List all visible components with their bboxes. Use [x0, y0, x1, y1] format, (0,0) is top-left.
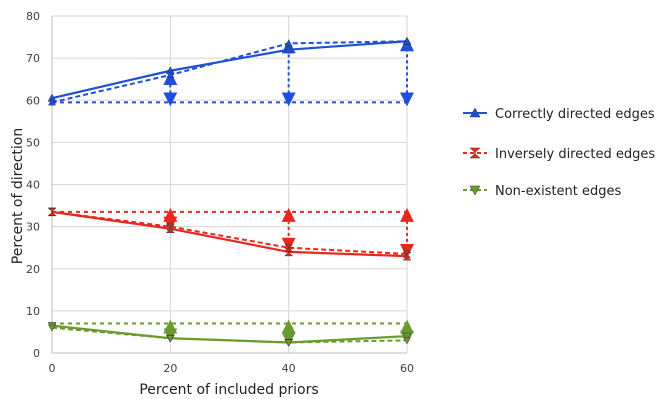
y-tick-labels: 0 10 20 30 40 50 60 70 80 — [26, 10, 40, 360]
y-tick-label: 20 — [26, 263, 40, 276]
y-tick-label: 40 — [26, 179, 40, 192]
legend-label: Non-existent edges — [495, 184, 622, 199]
legend-item: Inversely directed edges — [463, 147, 655, 162]
data-point — [469, 147, 481, 159]
data-point — [48, 324, 56, 332]
y-tick-label: 30 — [26, 221, 40, 234]
grid — [51, 15, 408, 354]
data-point — [283, 247, 294, 257]
x-tick-label: 60 — [400, 362, 414, 375]
y-axis-title: Percent of direction — [10, 128, 26, 264]
dashed-series-line — [51, 40, 408, 104]
legend-item: Correctly directed edges — [463, 107, 655, 122]
data-point — [48, 98, 56, 106]
series-layer — [47, 36, 414, 347]
data-point — [469, 185, 481, 196]
series-line — [51, 40, 408, 100]
data-point — [402, 250, 412, 258]
series-1 — [47, 36, 414, 107]
y-tick-label: 80 — [26, 10, 40, 23]
data-point — [469, 107, 481, 118]
data-point — [284, 243, 293, 252]
x-tick-label: 0 — [49, 362, 56, 375]
data-point — [403, 337, 411, 345]
legend-item: Non-existent edges — [463, 184, 622, 199]
series-3 — [47, 319, 414, 347]
data-point — [166, 222, 175, 231]
data-point — [403, 37, 411, 45]
series-line — [51, 324, 408, 344]
legend-label: Correctly directed edges — [495, 107, 655, 122]
data-point — [284, 39, 293, 47]
x-tick-label: 40 — [282, 362, 296, 375]
y-tick-label: 60 — [26, 94, 40, 107]
y-tick-label: 70 — [26, 52, 40, 65]
data-point — [47, 208, 57, 216]
data-point — [166, 70, 175, 79]
x-tick-labels: 0 20 40 60 — [49, 362, 415, 375]
data-point — [402, 332, 412, 341]
data-point — [284, 45, 294, 54]
x-tick-label: 20 — [163, 362, 177, 375]
y-tick-label: 10 — [26, 305, 40, 318]
data-point — [284, 339, 293, 347]
series-line — [51, 210, 408, 258]
data-point — [166, 335, 175, 343]
series-2 — [47, 207, 414, 261]
legend: Correctly directed edges Inversely direct… — [463, 107, 655, 199]
dashed-series-line — [51, 210, 408, 256]
x-axis-title: Percent of included priors — [139, 382, 318, 398]
y-tick-label: 0 — [33, 347, 40, 360]
y-tick-label: 50 — [26, 136, 40, 149]
legend-label: Inversely directed edges — [495, 147, 655, 162]
